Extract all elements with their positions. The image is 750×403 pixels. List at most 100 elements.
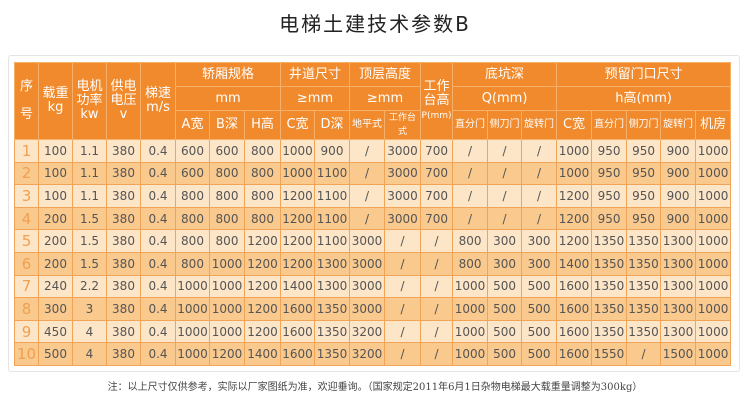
table-cell: 1000 — [695, 319, 732, 344]
table-cell: 240 — [38, 274, 73, 299]
table-cell: 1350 — [591, 274, 628, 299]
table-cell: 380 — [106, 297, 141, 321]
table-cell: 950 — [626, 184, 662, 208]
table-cell: 600 — [209, 139, 245, 163]
table-cell: / — [521, 139, 558, 163]
table-cell: 800 — [244, 161, 281, 186]
header-load-unit: kg — [47, 100, 64, 115]
table-cell: / — [487, 139, 523, 163]
table-cell: 1200 — [556, 184, 593, 208]
row-number: 7 — [14, 274, 39, 299]
table-cell: 1300 — [660, 229, 697, 253]
table-cell: 1000 — [695, 161, 732, 186]
table-cell: 200 — [38, 206, 73, 231]
table-cell: / — [349, 184, 386, 208]
table-cell: 1200 — [556, 229, 593, 253]
table-cell: 1300 — [313, 274, 351, 299]
table-cell: / — [384, 297, 422, 321]
table-cell: 2.2 — [72, 274, 107, 299]
table-cell: 1350 — [626, 251, 662, 276]
subheader-cell: H高 — [244, 110, 281, 140]
table-cell: 380 — [106, 206, 141, 231]
table-cell: / — [420, 319, 454, 344]
table-cell: / — [384, 229, 422, 253]
header-seq: 序号 — [14, 62, 39, 140]
table-row: 7 240 2.2 380 0.4 1000 1000 1200 1400 1300 3000//1… — [14, 274, 732, 299]
table-cell: 500 — [487, 297, 523, 321]
table-cell: 100 — [38, 139, 73, 163]
table-cell: 200 — [38, 229, 73, 253]
table-cell: 1.1 — [72, 184, 107, 208]
header-car: 轿厢规格 — [175, 62, 281, 87]
table-cell: 950 — [626, 206, 662, 231]
table-cell: 1300 — [660, 274, 697, 299]
table-cell: 0.4 — [140, 297, 176, 321]
table-cell: 700 — [420, 139, 454, 163]
table-cell: / — [349, 161, 386, 186]
table-cell: 1000 — [175, 274, 210, 299]
table-cell: 1350 — [591, 251, 628, 276]
footnote: 注：以上尺寸仅供参考，实际以厂家图纸为准，欢迎垂询。（国家规定2011年6月1日… — [107, 382, 643, 393]
header-motor-label: 电机功率 — [76, 79, 103, 108]
table-row: 1 100 1.1 380 0.4 600 600 800 1000 900/3000 700// /… — [14, 139, 732, 163]
table-cell: 4 — [72, 319, 107, 344]
table-cell: / — [452, 161, 489, 186]
subheader-cell: B深 — [209, 110, 245, 140]
table-cell: 1600 — [556, 297, 593, 321]
table-cell: 1350 — [591, 319, 628, 344]
table-cell: 3000 — [349, 297, 386, 321]
table-cell: / — [521, 161, 558, 186]
table-cell: / — [420, 274, 454, 299]
table-cell: 1200 — [280, 206, 315, 231]
table-cell: 1350 — [626, 319, 662, 344]
table-cell: 380 — [106, 319, 141, 344]
table-cell: 300 — [521, 251, 558, 276]
table-cell: 800 — [244, 184, 281, 208]
table-cell: 1200 — [244, 297, 281, 321]
table-row: 4 200 1.5 380 0.4 800 800 800 1200 1100/3000 700//… — [14, 206, 732, 231]
table-cell: 950 — [591, 139, 628, 163]
table-cell: 380 — [106, 342, 141, 366]
table-cell: / — [487, 161, 523, 186]
table-cell: 1100 — [313, 184, 351, 208]
header-motor-unit: kw — [80, 107, 99, 122]
table-cell: 800 — [209, 161, 245, 186]
table-cell: 3200 — [349, 319, 386, 344]
table-cell: 380 — [106, 274, 141, 299]
table-cell: 3000 — [349, 229, 386, 253]
table-cell: 500 — [487, 319, 523, 344]
table-cell: 450 — [38, 319, 73, 344]
table-cell: 0.4 — [140, 139, 176, 163]
table-cell: / — [420, 342, 454, 366]
subheader-cell: 直分门 — [591, 110, 628, 140]
table-cell: 380 — [106, 229, 141, 253]
table-cell: / — [349, 139, 386, 163]
table-cell: 1500 — [660, 342, 697, 366]
table-cell: 1000 — [695, 342, 732, 366]
elevator-spec-table: 序号 载重 kg 电机功率 kw 供电电压 v 梯速 m/s 轿厢规格 井道尺寸 顶层高… — [14, 62, 732, 366]
table-cell: 3000 — [384, 184, 422, 208]
table-cell: 500 — [521, 297, 558, 321]
table-cell: 300 — [487, 229, 523, 253]
table-cell: 1000 — [695, 251, 732, 276]
table-cell: 100 — [38, 161, 73, 186]
table-cell: 1550 — [591, 342, 628, 366]
table-cell: 800 — [175, 251, 210, 276]
header-speed: 梯速 m/s — [140, 62, 176, 140]
table-cell: 950 — [591, 161, 628, 186]
table-cell: 300 — [487, 251, 523, 276]
table-row: 10 500 4 380 0.4 1000 1200 1400 1600 1350 3200//10… — [14, 342, 732, 366]
header-platform-unit: P(mm) — [421, 110, 452, 121]
table-cell: 1200 — [280, 251, 315, 276]
table-cell: 1600 — [280, 342, 315, 366]
table-cell: / — [384, 251, 422, 276]
table-cell: / — [521, 206, 558, 231]
subheader-cell: 机房 — [695, 110, 732, 140]
table-cell: 3000 — [384, 161, 422, 186]
table-row: 9 450 4 380 0.4 1000 1000 1200 1600 1350 3200//100… — [14, 319, 732, 344]
table-cell: 1350 — [313, 342, 351, 366]
table-cell: 1100 — [313, 206, 351, 231]
table-cell: / — [420, 229, 454, 253]
table-cell: 900 — [660, 139, 697, 163]
table-cell: 0.4 — [140, 319, 176, 344]
